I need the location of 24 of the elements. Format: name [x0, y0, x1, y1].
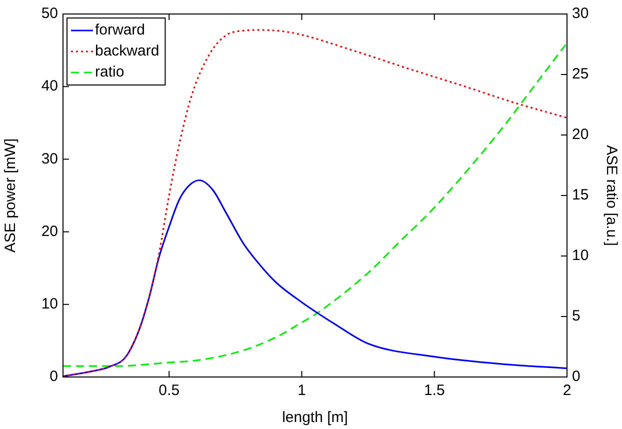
x-tick-label: 1.5 — [424, 382, 445, 400]
x-tick-label: 1 — [298, 382, 306, 400]
y2-axis-title: ASE ratio [a.u.] — [602, 145, 620, 246]
x-tick-label: 0.5 — [158, 382, 180, 400]
y-tick-label: 10 — [41, 296, 58, 313]
y-tick-label: 0 — [50, 368, 58, 386]
y2-tick-label: 5 — [572, 308, 580, 325]
y-tick-label: 50 — [41, 5, 58, 22]
y-tick-label: 30 — [41, 150, 58, 168]
y-tick-label: 40 — [41, 78, 58, 95]
y2-tick-label: 15 — [572, 186, 589, 204]
x-tick-label: 2 — [562, 382, 572, 400]
legend-label: forward — [95, 22, 146, 39]
legend-label: ratio — [95, 64, 124, 81]
x-axis-title: length [m] — [282, 409, 348, 426]
y2-tick-label: 10 — [572, 247, 589, 264]
line-series — [63, 179, 567, 377]
legend-label: backward — [95, 42, 160, 60]
y-axis-title: ASE power [mW] — [2, 138, 20, 253]
y2-tick-label: 25 — [572, 66, 589, 83]
y2-tick-label: 20 — [572, 126, 589, 144]
y-tick-label: 20 — [41, 222, 58, 240]
y2-tick-label: 0 — [572, 368, 580, 386]
y2-tick-label: 30 — [572, 5, 589, 22]
